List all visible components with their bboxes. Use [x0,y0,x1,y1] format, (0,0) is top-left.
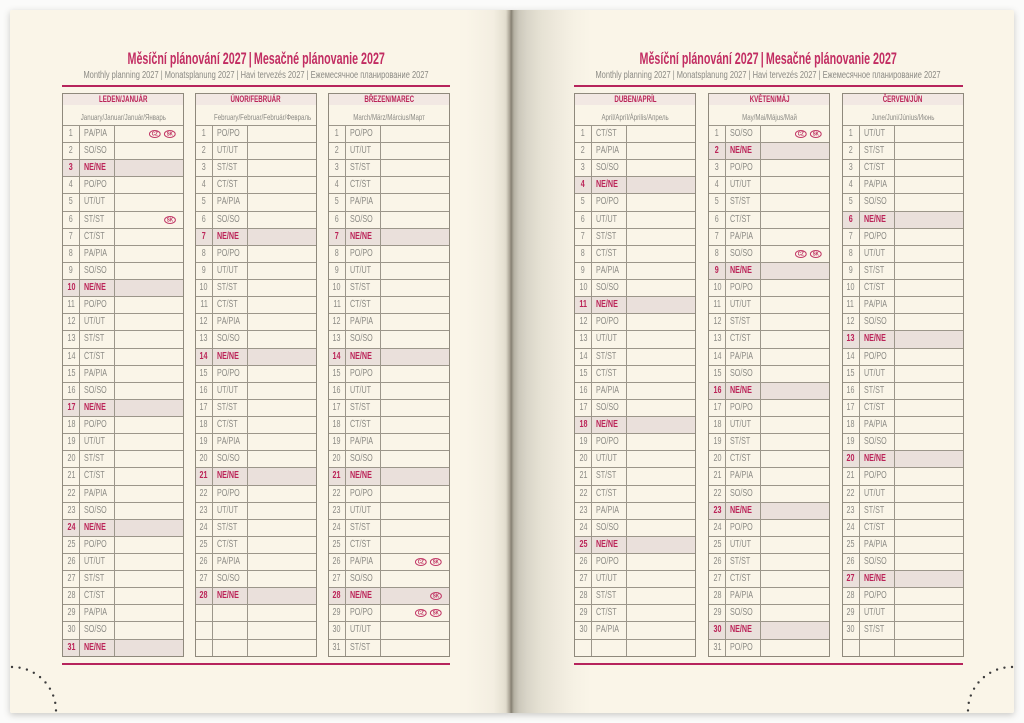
svg-text:CZ: CZ [798,252,804,258]
svg-text:CZ: CZ [418,611,424,617]
svg-text:CZ: CZ [152,132,158,138]
svg-text:SK: SK [167,217,174,223]
svg-text:SK: SK [433,611,440,617]
svg-text:SK: SK [167,132,174,138]
svg-text:CZ: CZ [418,560,424,566]
svg-text:SK: SK [433,560,440,566]
svg-text:CZ: CZ [798,132,804,138]
svg-text:SK: SK [813,252,820,258]
svg-text:SK: SK [433,594,440,600]
svg-text:SK: SK [813,132,820,138]
